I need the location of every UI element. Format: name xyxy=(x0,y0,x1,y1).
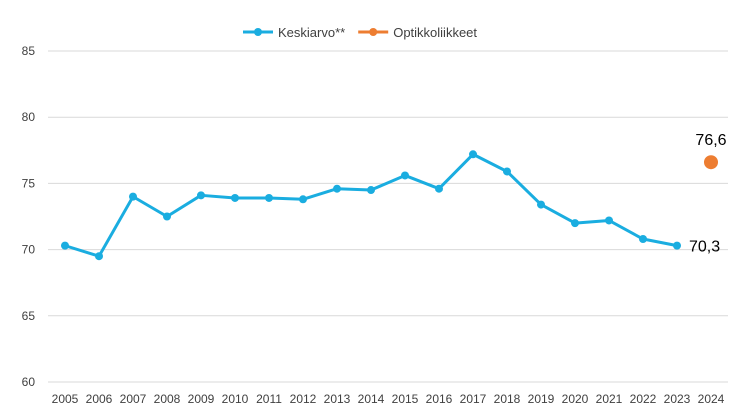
legend-item: Keskiarvo** xyxy=(243,25,345,40)
legend-swatch-marker xyxy=(369,28,378,36)
legend-item: Optikkoliikkeet xyxy=(358,25,477,40)
series-1 xyxy=(61,150,681,261)
data-point xyxy=(537,200,545,209)
x-axis-ticks: 2005 2006 2007 2008 2009 2010 2011 2012 2013 2014… xyxy=(52,392,725,406)
data-labels: 70,3 76,6 xyxy=(689,132,727,255)
y-axis-ticks: 60 65 70 75 80 85 xyxy=(22,44,36,389)
y-tick-label: 75 xyxy=(22,176,36,190)
y-tick-label: 60 xyxy=(22,375,36,389)
data-point xyxy=(231,193,239,202)
data-point xyxy=(367,186,375,195)
legend-swatch-marker xyxy=(254,28,262,36)
x-tick-label: 2017 xyxy=(460,392,487,406)
x-tick-label: 2021 xyxy=(596,392,623,406)
data-point xyxy=(163,212,171,221)
x-tick-label: 2014 xyxy=(358,392,385,406)
series-layer xyxy=(61,150,718,261)
x-tick-label: 2024 xyxy=(698,392,725,406)
x-tick-label: 2010 xyxy=(222,392,249,406)
y-tick-label: 80 xyxy=(22,110,36,124)
data-point xyxy=(435,184,443,193)
x-tick-label: 2019 xyxy=(528,392,555,406)
data-point xyxy=(265,193,273,202)
x-tick-label: 2009 xyxy=(188,392,215,406)
y-tick-label: 65 xyxy=(22,309,36,323)
data-point xyxy=(605,216,613,225)
x-tick-label: 2013 xyxy=(324,392,351,406)
series-2 xyxy=(704,155,718,170)
data-label: 70,3 xyxy=(689,239,720,256)
x-tick-label: 2008 xyxy=(154,392,181,406)
data-label: 76,6 xyxy=(695,132,726,149)
x-tick-label: 2020 xyxy=(562,392,589,406)
data-point xyxy=(639,235,647,244)
data-point xyxy=(704,155,718,170)
data-point xyxy=(299,195,307,204)
data-point xyxy=(401,171,409,180)
x-tick-label: 2018 xyxy=(494,392,521,406)
data-point xyxy=(129,192,137,201)
data-point xyxy=(95,252,103,261)
data-point xyxy=(197,191,205,200)
x-tick-label: 2023 xyxy=(664,392,691,406)
x-tick-label: 2016 xyxy=(426,392,453,406)
x-tick-label: 2007 xyxy=(120,392,147,406)
legend-label: Optikkoliikkeet xyxy=(393,25,477,40)
legend-label: Keskiarvo** xyxy=(278,25,345,40)
data-point xyxy=(503,167,511,176)
x-tick-label: 2015 xyxy=(392,392,419,406)
x-tick-label: 2022 xyxy=(630,392,657,406)
y-tick-label: 70 xyxy=(22,243,36,257)
y-tick-label: 85 xyxy=(22,44,36,58)
data-point xyxy=(571,219,579,228)
x-tick-label: 2006 xyxy=(86,392,113,406)
x-tick-label: 2012 xyxy=(290,392,317,406)
gridlines xyxy=(48,50,728,383)
data-point xyxy=(469,150,477,159)
data-point xyxy=(333,184,341,193)
x-tick-label: 2005 xyxy=(52,392,79,406)
data-point xyxy=(61,241,69,250)
series-line xyxy=(63,152,679,258)
data-point xyxy=(673,241,681,250)
legend: Keskiarvo** Optikkoliikkeet xyxy=(243,25,477,40)
x-tick-label: 2011 xyxy=(256,392,282,406)
